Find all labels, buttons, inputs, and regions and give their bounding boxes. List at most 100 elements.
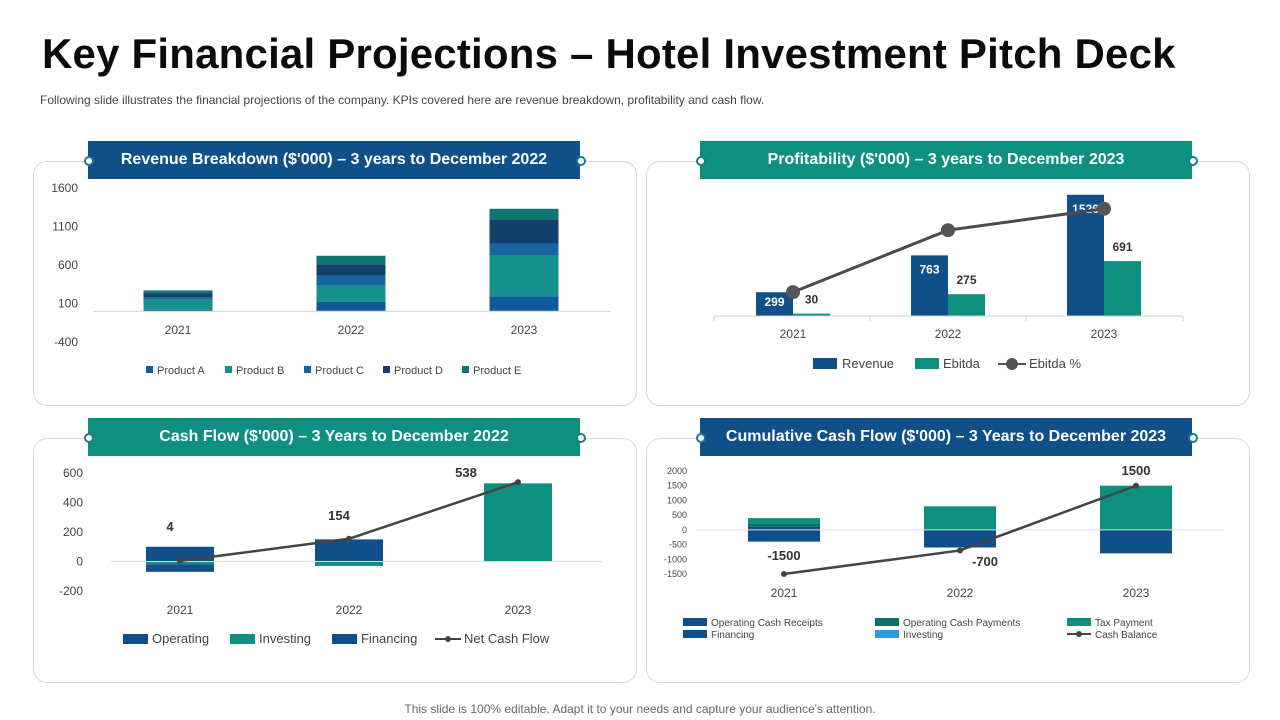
banner-dot-icon [1188, 156, 1198, 166]
y-tick-label: 100 [58, 297, 78, 311]
legend-swatch [123, 634, 148, 644]
cashflow-bar-investing-2022 [315, 561, 383, 566]
banner-dot-icon [576, 156, 586, 166]
banner-dot-icon [84, 156, 94, 166]
y-tick-label: 1600 [51, 181, 78, 195]
legend-label: Operating Cash Payments [903, 618, 1020, 629]
profit-bar-ebitda-2023 [1104, 261, 1141, 316]
cumulative-bar-financing-2021 [748, 529, 820, 542]
y-tick-label: -500 [669, 540, 687, 550]
data-label-ebitda: 275 [956, 273, 976, 287]
net-cash-flow-point-2023 [515, 479, 521, 486]
profit-bar-revenue-2021 [756, 292, 793, 316]
ebitda-pct-point-2022 [941, 223, 955, 238]
cash-balance-point-2022 [957, 547, 963, 554]
page-title: Key Financial Projections – Hotel Invest… [42, 30, 1176, 77]
legend-swatch [813, 358, 837, 369]
revenue-bar-product-c-2023 [489, 243, 559, 256]
profit-bar-ebitda-2022 [948, 294, 985, 316]
legend-marker [1006, 358, 1018, 370]
legend-swatch [462, 366, 469, 373]
cashflow-bar-investing-2023 [484, 483, 552, 562]
x-tick-label: 2021 [167, 603, 194, 617]
revenue-bar-product-b-2023 [489, 255, 559, 297]
legend-label: Product A [157, 365, 205, 377]
legend-label: Product E [473, 365, 521, 377]
legend-label: Product D [394, 365, 443, 377]
x-tick-label: 2022 [947, 586, 974, 600]
cumulative-bar-tax-payment-2023 [1100, 485, 1172, 530]
legend-label: Product C [315, 365, 364, 377]
legend-swatch [683, 630, 707, 638]
cumulative-bar-financing-2022 [924, 529, 996, 548]
data-label-cash-balance: -700 [972, 554, 998, 569]
revenue-bar-product-d-2021 [143, 293, 213, 298]
legend-marker [1076, 631, 1082, 637]
x-tick-label: 2021 [771, 586, 798, 600]
y-tick-label: 600 [58, 258, 78, 272]
x-tick-label: 2022 [338, 323, 365, 337]
y-tick-label: 1100 [52, 220, 78, 234]
x-tick-label: 2021 [780, 327, 807, 341]
ebitda-pct-point-2023 [1097, 201, 1111, 216]
cumulative-bar-tax-payment-2021 [748, 518, 820, 524]
profit-bar-revenue-2023 [1067, 194, 1104, 316]
x-tick-label: 2023 [511, 323, 538, 337]
x-tick-label: 2023 [1123, 586, 1150, 600]
y-tick-label: 1500 [667, 481, 687, 491]
revenue-bar-product-e-2021 [143, 290, 213, 294]
cumulative-banner: Cumulative Cash Flow ($'000) – 3 Years t… [700, 418, 1192, 456]
cashflow-chart: 600 400 200 0 -200 4 154 538 2021 2022 2023 Operati… [59, 465, 603, 646]
revenue-bar-product-c-2021 [143, 297, 213, 300]
legend-label: Product B [236, 365, 284, 377]
y-tick-label: 500 [672, 510, 687, 520]
cumulative-bar-operating-cash-payments-2021 [748, 523, 820, 527]
profitability-banner: Profitability ($'000) – 3 years to Decem… [700, 141, 1192, 179]
data-label-net-cash-flow: 538 [455, 465, 477, 480]
legend-label: Cash Balance [1095, 630, 1158, 641]
revenue-bar-product-b-2021 [143, 299, 213, 310]
revenue-bar-product-c-2022 [316, 275, 386, 286]
revenue-bar-product-a-2023 [489, 296, 559, 312]
legend-label: Financing [711, 630, 754, 641]
legend-marker [445, 636, 451, 642]
cashflow-banner: Cash Flow ($'000) – 3 Years to December … [88, 418, 580, 456]
cumulative-bar-tax-payment-2022 [924, 506, 996, 530]
revenue-bar-product-b-2022 [316, 285, 386, 302]
x-tick-label: 2023 [1091, 327, 1118, 341]
cumulative-bar-operating-cash-receipts-2021 [748, 526, 820, 530]
data-label-net-cash-flow: 154 [328, 508, 350, 523]
legend-swatch [875, 630, 899, 638]
revenue-chart: 1600 1100 600 100 -400 2021 2022 2023 Product A P… [51, 181, 611, 377]
cumulative-chart: 2000 1500 1000 500 0 -500 -1000 -1500 -1500 -700 1… [664, 463, 1224, 641]
cashflow-bar-operating-2022 [315, 539, 383, 562]
y-tick-label: 400 [63, 496, 83, 510]
profit-bar-revenue-2022 [911, 255, 948, 316]
x-tick-label: 2022 [935, 327, 962, 341]
y-tick-label: 1000 [667, 495, 687, 505]
legend-label: Operating Cash Receipts [711, 618, 823, 629]
cashflow-bar-financing-2021 [146, 564, 214, 572]
data-label-cash-balance: -1500 [767, 548, 800, 563]
legend-label: Net Cash Flow [464, 631, 550, 646]
legend-label: Ebitda % [1029, 356, 1081, 371]
legend-label: Ebitda [943, 356, 981, 371]
revenue-banner: Revenue Breakdown ($'000) – 3 years to D… [88, 141, 580, 179]
revenue-bar-product-d-2022 [316, 264, 386, 276]
ebitda-pct-line [792, 207, 1105, 294]
profit-bar-ebitda-2021 [793, 313, 830, 316]
footer-note: This slide is 100% editable. Adapt it to… [404, 702, 876, 716]
legend-label: Investing [259, 631, 311, 646]
legend-swatch [332, 634, 357, 644]
data-label-revenue: 763 [919, 262, 939, 276]
data-label-net-cash-flow: 4 [166, 519, 174, 534]
banner-dot-icon [696, 433, 706, 443]
y-tick-label: -200 [59, 584, 83, 598]
x-tick-label: 2022 [336, 603, 363, 617]
legend-label: Investing [903, 630, 943, 641]
cumulative-bar-financing-2023 [1100, 529, 1172, 554]
page-subtitle: Following slide illustrates the financia… [40, 93, 765, 107]
legend-label: Tax Payment [1095, 618, 1153, 629]
legend-swatch [875, 618, 899, 626]
